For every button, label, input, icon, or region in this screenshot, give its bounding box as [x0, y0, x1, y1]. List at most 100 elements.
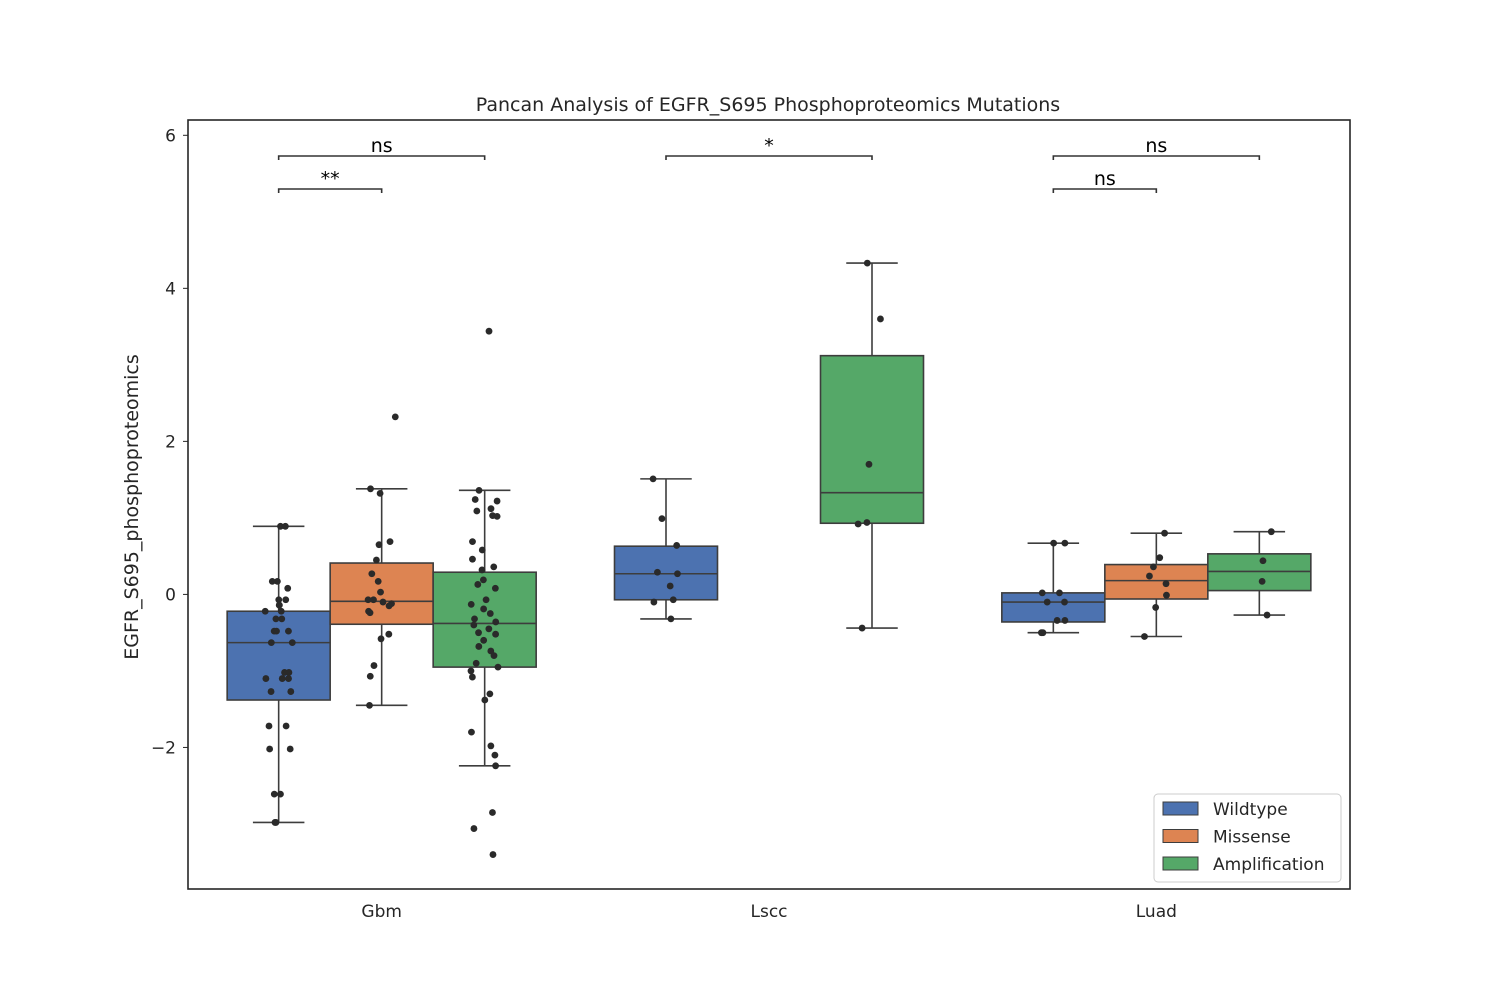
data-point-missense-luad — [1162, 580, 1170, 588]
data-point-missense-luad — [1163, 591, 1170, 599]
x-category-label-gbm: Gbm — [361, 902, 402, 922]
significance-label-luad-wildtype-missense: ns — [1094, 168, 1116, 190]
y-tick-label: 6 — [165, 126, 176, 146]
y-tick-label: 4 — [165, 279, 176, 299]
data-point-wildtype-gbm — [268, 578, 276, 585]
data-point-amplification-gbm — [481, 696, 489, 704]
data-point-wildtype-luad — [1050, 539, 1058, 547]
data-point-amplification-gbm — [479, 576, 487, 584]
data-point-amplification-gbm — [492, 630, 499, 638]
data-point-wildtype-lscc — [667, 615, 675, 623]
data-point-wildtype-gbm — [272, 819, 280, 826]
data-point-amplification-lscc — [865, 460, 873, 468]
data-point-wildtype-gbm — [275, 596, 283, 604]
data-point-wildtype-luad — [1061, 539, 1069, 547]
legend-label-amplification: Amplification — [1213, 855, 1324, 875]
data-point-missense-gbm — [366, 701, 373, 709]
data-point-amplification-gbm — [475, 486, 483, 494]
data-point-missense-gbm — [366, 672, 374, 680]
data-point-wildtype-gbm — [272, 615, 280, 623]
data-point-amplification-gbm — [473, 507, 481, 515]
data-point-wildtype-gbm — [270, 790, 278, 798]
data-point-amplification-gbm — [475, 629, 482, 637]
significance-label-gbm-wildtype-amplification: ns — [371, 135, 393, 157]
significance-bracket-luad-wildtype-missense — [1052, 188, 1158, 193]
data-point-amplification-gbm — [478, 566, 486, 574]
data-point-amplification-gbm — [486, 610, 494, 617]
data-point-amplification-lscc — [854, 520, 862, 528]
y-tick-label: 0 — [165, 585, 176, 605]
data-point-missense-gbm — [386, 538, 394, 546]
data-point-missense-luad — [1141, 633, 1148, 640]
data-point-amplification-gbm — [492, 762, 500, 770]
data-point-missense-gbm — [368, 570, 376, 578]
data-point-wildtype-luad — [1056, 589, 1063, 597]
data-point-wildtype-gbm — [285, 627, 292, 635]
box-missense-luad — [1104, 563, 1209, 600]
data-point-wildtype-gbm — [286, 745, 294, 753]
data-point-missense-gbm — [385, 630, 393, 638]
significance-bracket-gbm-wildtype-missense — [277, 188, 383, 193]
data-point-amplification-gbm — [474, 581, 482, 588]
data-point-missense-gbm — [364, 596, 372, 604]
data-point-wildtype-gbm — [261, 607, 269, 615]
significance-bracket-lscc-wildtype-amplification — [665, 155, 873, 160]
data-point-wildtype-lscc — [666, 582, 674, 590]
data-point-amplification-gbm — [494, 663, 502, 671]
data-point-wildtype-gbm — [273, 627, 280, 635]
box-wildtype-gbm — [226, 610, 331, 701]
data-point-missense-luad — [1156, 554, 1164, 562]
data-point-amplification-gbm — [470, 825, 478, 832]
data-point-missense-gbm — [391, 413, 399, 421]
data-point-wildtype-lscc — [673, 542, 681, 549]
box-wildtype-luad — [1001, 592, 1106, 623]
data-point-amplification-gbm — [492, 618, 500, 626]
data-point-missense-luad — [1152, 604, 1160, 611]
legend-swatch-missense — [1162, 829, 1199, 843]
data-point-wildtype-gbm — [281, 522, 289, 530]
data-point-wildtype-gbm — [285, 669, 293, 676]
data-point-wildtype-gbm — [266, 745, 274, 753]
significance-label-lscc-wildtype-amplification: * — [764, 135, 774, 157]
data-point-amplification-gbm — [470, 621, 478, 629]
data-point-amplification-gbm — [471, 496, 479, 503]
data-point-amplification-lscc — [863, 519, 871, 526]
data-point-wildtype-lscc — [649, 475, 657, 483]
data-point-amplification-gbm — [467, 600, 475, 608]
data-point-wildtype-luad — [1053, 617, 1061, 624]
data-point-amplification-luad — [1258, 578, 1266, 585]
data-point-wildtype-gbm — [288, 639, 296, 647]
data-point-wildtype-gbm — [275, 601, 283, 609]
data-point-missense-gbm — [366, 609, 374, 617]
data-point-amplification-luad — [1259, 557, 1267, 565]
data-point-amplification-luad — [1267, 528, 1275, 536]
data-point-amplification-gbm — [491, 751, 499, 759]
plot-frame — [187, 119, 1351, 890]
data-point-wildtype-lscc — [674, 570, 681, 578]
data-point-wildtype-gbm — [277, 790, 284, 798]
box-amplification-gbm — [432, 571, 537, 668]
data-point-wildtype-lscc — [658, 515, 666, 523]
data-point-wildtype-gbm — [265, 722, 273, 730]
data-point-missense-luad — [1146, 572, 1153, 580]
data-point-wildtype-luad — [1038, 589, 1046, 597]
box-amplification-lscc — [819, 354, 925, 525]
data-point-wildtype-lscc — [669, 596, 677, 604]
legend-label-missense: Missense — [1213, 828, 1291, 848]
data-point-wildtype-luad — [1039, 629, 1047, 637]
data-point-missense-gbm — [379, 598, 387, 606]
data-point-wildtype-luad — [1061, 617, 1069, 624]
data-point-amplification-gbm — [489, 851, 497, 858]
data-point-amplification-luad — [1263, 611, 1271, 619]
legend-frame — [1153, 793, 1342, 883]
data-point-amplification-gbm — [472, 659, 480, 667]
chart-title: Pancan Analysis of EGFR_S695 Phosphoprot… — [476, 94, 1060, 116]
data-point-amplification-lscc — [863, 259, 871, 267]
y-axis-label: EGFR_S695_phosphoproteomics — [121, 354, 143, 660]
legend-swatch-amplification — [1162, 856, 1199, 871]
data-point-missense-luad — [1161, 529, 1168, 537]
legend-swatch-wildtype — [1162, 801, 1199, 816]
data-point-missense-gbm — [370, 662, 378, 669]
